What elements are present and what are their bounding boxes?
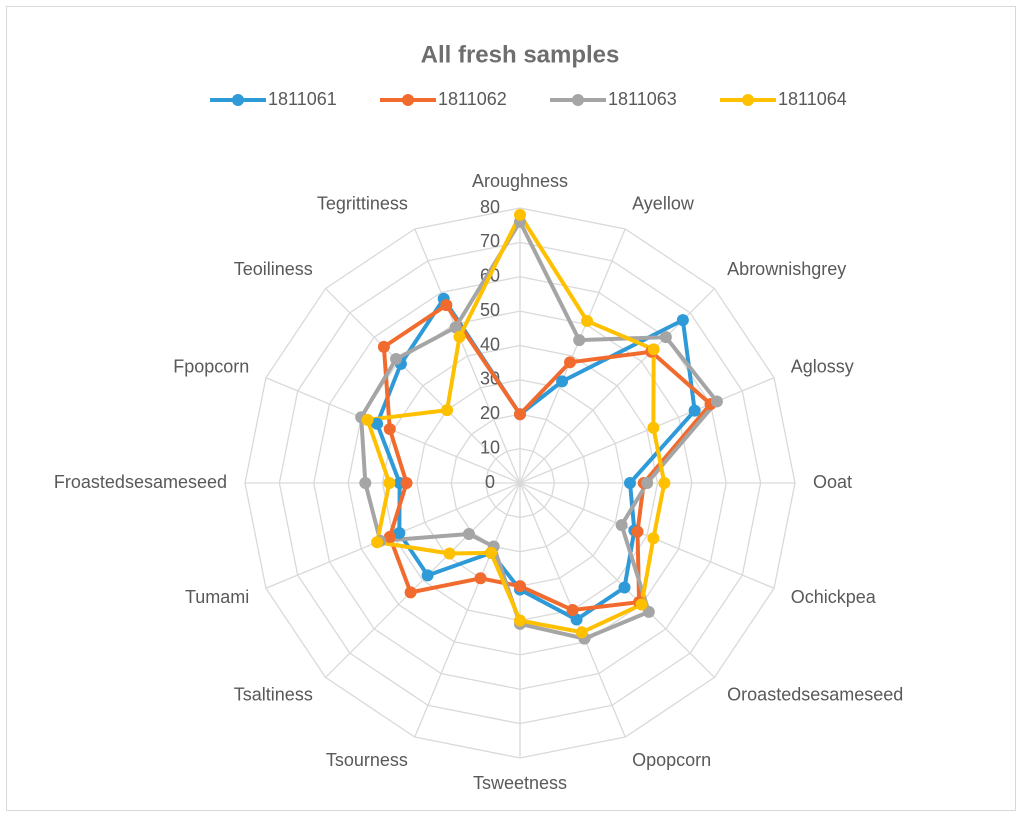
data-point	[474, 572, 487, 585]
data-point	[440, 299, 453, 312]
data-point	[514, 580, 526, 593]
spoke	[414, 228, 521, 484]
legend-label: 1811064	[778, 89, 847, 109]
category-label: Ooat	[813, 472, 852, 492]
category-label: Fpopcorn	[173, 357, 249, 377]
data-point	[371, 417, 384, 430]
y-tick-label: 40	[480, 334, 500, 354]
data-point	[359, 477, 372, 489]
data-point	[421, 569, 434, 582]
spoke	[325, 482, 521, 678]
data-point	[443, 547, 456, 560]
data-point	[400, 477, 413, 489]
data-point	[485, 546, 498, 559]
category-label: Teoiliness	[234, 259, 313, 279]
data-point	[566, 604, 579, 617]
data-point	[377, 340, 390, 353]
data-point	[676, 314, 689, 327]
category-label: Tsourness	[326, 750, 408, 770]
data-point	[659, 331, 672, 344]
category-label: Ochickpea	[791, 587, 877, 607]
data-point	[449, 321, 462, 334]
data-point	[573, 334, 586, 347]
legend-marker	[742, 94, 754, 106]
category-label: Aglossy	[791, 357, 854, 377]
data-point	[631, 525, 644, 538]
category-label: Oroastedsesameseed	[727, 685, 903, 705]
legend-marker	[402, 94, 414, 106]
data-point	[641, 477, 654, 489]
legend-marker	[572, 94, 584, 106]
data-point	[556, 375, 569, 388]
y-tick-label: 0	[485, 472, 495, 492]
legend-label: 1811063	[608, 89, 677, 109]
data-point	[514, 208, 526, 221]
data-point	[361, 413, 374, 426]
spoke	[519, 482, 775, 589]
category-label: Tegrittiness	[317, 194, 408, 214]
data-point	[390, 353, 403, 366]
category-label: Tumami	[185, 587, 249, 607]
legend-label: 1811062	[438, 89, 507, 109]
data-point	[688, 404, 701, 417]
data-point	[575, 626, 588, 639]
spoke	[414, 482, 521, 738]
category-label: Ayellow	[632, 194, 695, 214]
data-point	[710, 395, 723, 408]
spoke	[325, 288, 521, 484]
data-point	[647, 343, 660, 356]
data-point	[383, 530, 396, 543]
data-point	[658, 477, 671, 489]
data-point	[383, 423, 396, 436]
data-point	[453, 330, 466, 343]
data-point	[635, 598, 648, 611]
data-point	[647, 421, 660, 434]
data-point	[404, 586, 417, 599]
category-label: Froastedsesameseed	[54, 472, 227, 492]
spoke	[519, 482, 715, 678]
y-tick-label: 80	[480, 197, 500, 217]
data-point	[642, 605, 655, 618]
data-point	[441, 404, 454, 417]
legend-marker	[232, 94, 244, 106]
data-point	[615, 519, 628, 532]
data-point	[563, 356, 576, 369]
category-label: Aroughness	[472, 171, 568, 191]
data-point	[618, 581, 631, 594]
data-point	[570, 613, 583, 626]
data-point	[647, 532, 660, 545]
category-label: Tsaltiness	[234, 685, 313, 705]
data-point	[462, 528, 475, 541]
y-tick-label: 50	[480, 300, 500, 320]
data-point	[514, 408, 526, 421]
y-tick-label: 20	[480, 403, 500, 423]
category-label: Abrownishgrey	[727, 259, 846, 279]
data-point	[581, 315, 594, 328]
chart-frame	[6, 6, 1016, 811]
data-point	[383, 477, 396, 489]
legend-label: 1811061	[268, 89, 337, 109]
data-point	[371, 536, 384, 549]
spoke	[519, 228, 626, 484]
y-tick-label: 70	[480, 231, 500, 251]
y-tick-label: 10	[480, 437, 500, 457]
category-label: Opopcorn	[632, 750, 711, 770]
spoke	[519, 377, 775, 484]
data-point	[514, 614, 526, 627]
chart-title: All fresh samples	[421, 41, 620, 68]
data-point	[624, 477, 636, 489]
category-label: Tsweetness	[473, 773, 567, 793]
data-point	[393, 526, 406, 539]
